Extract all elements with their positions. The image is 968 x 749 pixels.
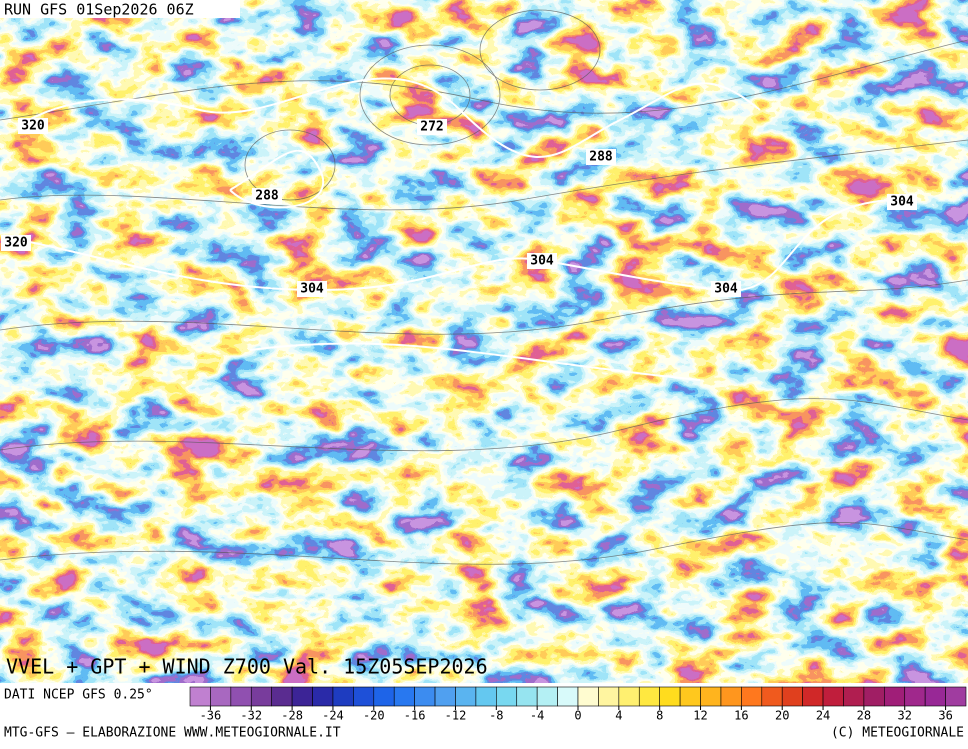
colorbar-tick-label: -16 [404,709,426,723]
colorbar-swatch [843,686,865,707]
colorbar-tick-label: 0 [574,709,581,723]
colorbar-tick-label: 16 [734,709,748,723]
colorbar-swatch [741,686,763,707]
contour-label-bg [18,118,48,134]
colorbar-tick-label: -4 [530,709,544,723]
colorbar-swatch [373,686,395,707]
footer-left: MTG-GFS – ELABORAZIONE WWW.METEOGIORNALE… [4,726,341,741]
colorbar-swatch [434,686,456,707]
colorbar-tick-label: -8 [489,709,503,723]
contour-label-bg [527,253,557,269]
colorbar-tick-label: 28 [857,709,871,723]
contour-label: 320 [21,119,45,134]
colorbar-tick-label: -12 [445,709,467,723]
colorbar-swatch [884,686,906,707]
colorbar-swatch [271,686,293,707]
colorbar-tick-label: 36 [938,709,952,723]
colorbar-tick-label: -24 [322,709,344,723]
colorbar-swatch [291,686,313,707]
colorbar-swatch [679,686,701,707]
colorbar-swatch [312,686,334,707]
streamlines [0,9,968,565]
colorbar-swatch [332,686,354,707]
colorbar-tick-label: 20 [775,709,789,723]
colorbar-tick-label: 8 [656,709,663,723]
header-box [0,0,240,18]
colorbar-swatch [618,686,640,707]
colorbar-swatch [557,686,579,707]
contour-label-bg [297,281,327,297]
source-label: DATI NCEP GFS 0.25° [4,688,153,703]
contour-label: 304 [300,282,324,297]
colorbar-tick-label: 32 [898,709,912,723]
colorbar-tick-label: -36 [200,709,222,723]
contour-label-bg [711,281,741,297]
colorbar-tick-label: 12 [693,709,707,723]
contour-label: 288 [255,189,279,204]
colorbar-swatch [638,686,660,707]
contour-label: 272 [420,120,443,135]
colorbar-swatch [802,686,824,707]
colorbar-swatch [414,686,436,707]
colorbar-tick-label: -32 [240,709,262,723]
colorbar-swatch [904,686,926,707]
colorbar-swatch [516,686,538,707]
colorbar-swatch [781,686,803,707]
colorbar-swatch [761,686,783,707]
colorbar-swatch [700,686,722,707]
contour-label: 304 [890,195,914,210]
colorbar-swatch [924,686,946,707]
footer-right: (C) METEOGIORNALE [831,726,964,741]
vvel-field [0,0,968,683]
colorbar-swatch [598,686,620,707]
contour-label-bg [252,188,282,204]
colorbar-swatch [863,686,885,707]
colorbar-tick-label: -20 [363,709,385,723]
colorbar-swatch [393,686,415,707]
colorbar-swatch [210,686,232,707]
colorbar-swatch [475,686,497,707]
contour-label-bg [887,194,917,210]
contour-label: 288 [589,150,613,165]
colorbar-swatch [720,686,742,707]
colorbar-swatch [455,686,477,707]
colorbar-swatch [536,686,558,707]
colorbar-swatch [496,686,518,707]
colorbar-swatch [577,686,599,707]
run-label: RUN GFS 01Sep2026 06Z [4,1,194,19]
contour-label: 304 [714,282,738,297]
colorbar-tick-label: -28 [281,709,303,723]
colorbar-swatch [945,686,967,707]
map-title: VVEL + GPT + WIND Z700 Val. 15Z05SEP2026 [6,655,488,679]
contour-label: 320 [4,236,28,251]
contour-label-bg [1,235,31,251]
colorbar-swatch [659,686,681,707]
colorbar-swatch [353,686,375,707]
contour-label-bg [417,119,447,135]
colorbar-swatch [250,686,272,707]
contour-label: 304 [530,254,554,269]
colorbar-tick-label: 4 [615,709,622,723]
colorbar-swatch [822,686,844,707]
colorbar-swatch [189,686,211,707]
colorbar-tick-label: 24 [816,709,830,723]
contour-label-bg [586,149,616,165]
colorbar-swatch [230,686,252,707]
